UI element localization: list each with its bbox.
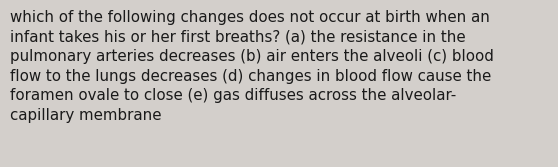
Text: which of the following changes does not occur at birth when an
infant takes his : which of the following changes does not … [10, 10, 494, 123]
